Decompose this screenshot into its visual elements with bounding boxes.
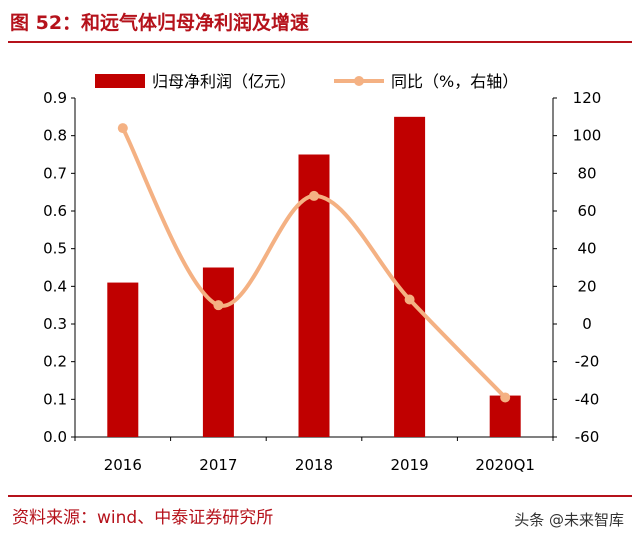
x-tick-label: 2017	[199, 456, 237, 474]
y-left-tick-label: 0.2	[43, 353, 67, 371]
y-right-tick-label: 80	[577, 164, 596, 182]
legend-line-label: 同比（%，右轴）	[391, 72, 518, 91]
bar	[202, 267, 234, 437]
bar	[489, 395, 521, 437]
x-axis-labels: 2016 2017 2018 2019 2020Q1	[104, 456, 535, 474]
y-left-tick-label: 0.9	[43, 89, 67, 107]
y-right-tick-label: 60	[577, 202, 596, 220]
yoy-point	[117, 123, 128, 134]
chart-legend: 归母净利润（亿元） 同比（%，右轴）	[95, 72, 518, 91]
x-tick-label: 2018	[295, 456, 333, 474]
yoy-point	[500, 392, 511, 403]
bar	[107, 282, 139, 437]
y-right-tick-label: 100	[573, 127, 602, 145]
y-left-tick-label: 0.6	[43, 202, 67, 220]
x-tick-label: 2019	[391, 456, 429, 474]
y-right-tick-label: 0	[582, 315, 592, 333]
y-right-tick-label: 120	[573, 89, 602, 107]
line-series	[117, 123, 511, 403]
chart-title: 图 52：和远气体归母净利润及增速	[10, 12, 310, 34]
bar-series	[107, 116, 521, 437]
y-left-tick-label: 0.1	[43, 390, 67, 408]
y-left-tick-label: 0.8	[43, 127, 67, 145]
bar	[394, 116, 426, 437]
combo-chart: 0.0 0.1 0.2 0.3 0.4 0.5 0.6 0.7 0.8 0.9 -60 -40 -20 0…	[43, 72, 601, 474]
title-bar: 图 52：和远气体归母净利润及增速	[0, 0, 640, 46]
legend-line-marker	[354, 76, 364, 86]
legend-bar-label: 归母净利润（亿元）	[152, 72, 296, 91]
yoy-point	[309, 190, 319, 201]
source-note: 资料来源：wind、中泰证券研究所	[12, 508, 274, 528]
y-right-tick-label: 40	[577, 240, 596, 258]
y-left-tick-label: 0.0	[43, 428, 67, 446]
y-right-tick-label: 20	[577, 277, 596, 295]
y-left-tick-label: 0.4	[43, 277, 67, 295]
x-tick-label: 2016	[104, 456, 142, 474]
yoy-point	[213, 300, 224, 311]
x-tick-label: 2020Q1	[475, 456, 535, 474]
legend-bar-swatch	[95, 74, 145, 88]
y-left-tick-label: 0.3	[43, 315, 67, 333]
y-left-tick-label: 0.7	[43, 164, 67, 182]
yoy-point	[404, 294, 415, 305]
chart-axes: 0.0 0.1 0.2 0.3 0.4 0.5 0.6 0.7 0.8 0.9 -60 -40 -20 0…	[43, 89, 601, 446]
y-left-tick-label: 0.5	[43, 240, 67, 258]
watermark: 头条 @未来智库	[514, 511, 624, 529]
footer-divider	[8, 495, 632, 497]
y-right-tick-label: -40	[575, 390, 600, 408]
y-right-tick-label: -20	[575, 353, 600, 371]
yoy-line	[120, 126, 508, 400]
title-divider	[8, 41, 632, 43]
y-right-tick-label: -60	[575, 428, 600, 446]
